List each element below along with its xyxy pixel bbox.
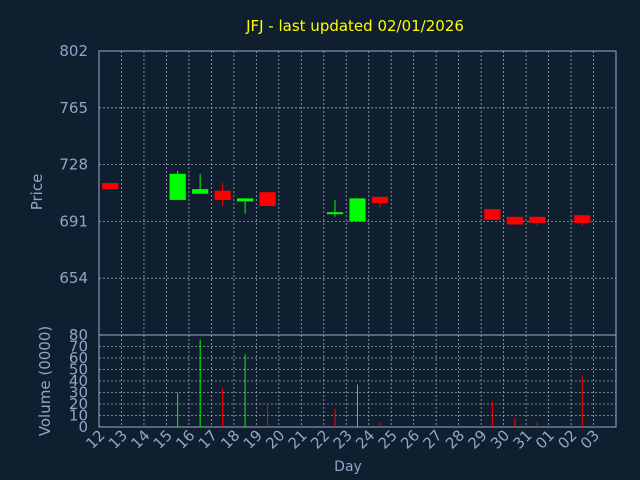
candle-body xyxy=(506,216,523,225)
price-axis-ticks: 654 691 728 765 802 xyxy=(59,42,88,287)
candle-body xyxy=(214,190,231,200)
candle-body xyxy=(169,173,186,200)
volume-tick-label: 60 xyxy=(69,349,88,367)
candlestick-series xyxy=(102,170,591,227)
volume-tick-label: 40 xyxy=(69,372,88,390)
candle-body xyxy=(529,216,546,223)
volume-series xyxy=(177,339,583,427)
x-axis-label: Day xyxy=(334,459,362,475)
candle-body xyxy=(574,215,591,223)
volume-tick-label: 80 xyxy=(69,326,88,344)
candle-body xyxy=(349,198,366,222)
day-axis-ticks: 1213141516171819202122232425262728293031… xyxy=(82,426,603,452)
candle-body xyxy=(102,183,119,190)
volume-tick-label: 0 xyxy=(78,418,88,436)
volume-tick-label: 50 xyxy=(69,361,88,379)
candle-body xyxy=(371,196,389,203)
volume-grid xyxy=(99,334,616,428)
volume-tick-label: 70 xyxy=(69,338,88,356)
price-axis-label: Price xyxy=(28,174,46,211)
price-tick-label: 765 xyxy=(59,99,88,117)
price-grid xyxy=(99,50,616,335)
price-tick-label: 691 xyxy=(59,212,88,230)
volume-tick-label: 30 xyxy=(69,384,88,402)
candle-body xyxy=(326,212,344,215)
volume-axis-label: Volume (0000) xyxy=(36,326,54,436)
candle-body xyxy=(237,198,254,202)
volume-tick-label: 20 xyxy=(69,395,88,413)
volume-tick-label: 10 xyxy=(69,407,88,425)
price-tick-label: 728 xyxy=(59,156,88,174)
price-tick-label: 654 xyxy=(59,269,88,287)
price-tick-label: 802 xyxy=(59,42,88,60)
chart-title: JFJ - last updated 02/01/2026 xyxy=(245,17,464,35)
candle-body xyxy=(192,189,209,194)
candle-body xyxy=(259,192,276,207)
candle-body xyxy=(484,209,501,220)
